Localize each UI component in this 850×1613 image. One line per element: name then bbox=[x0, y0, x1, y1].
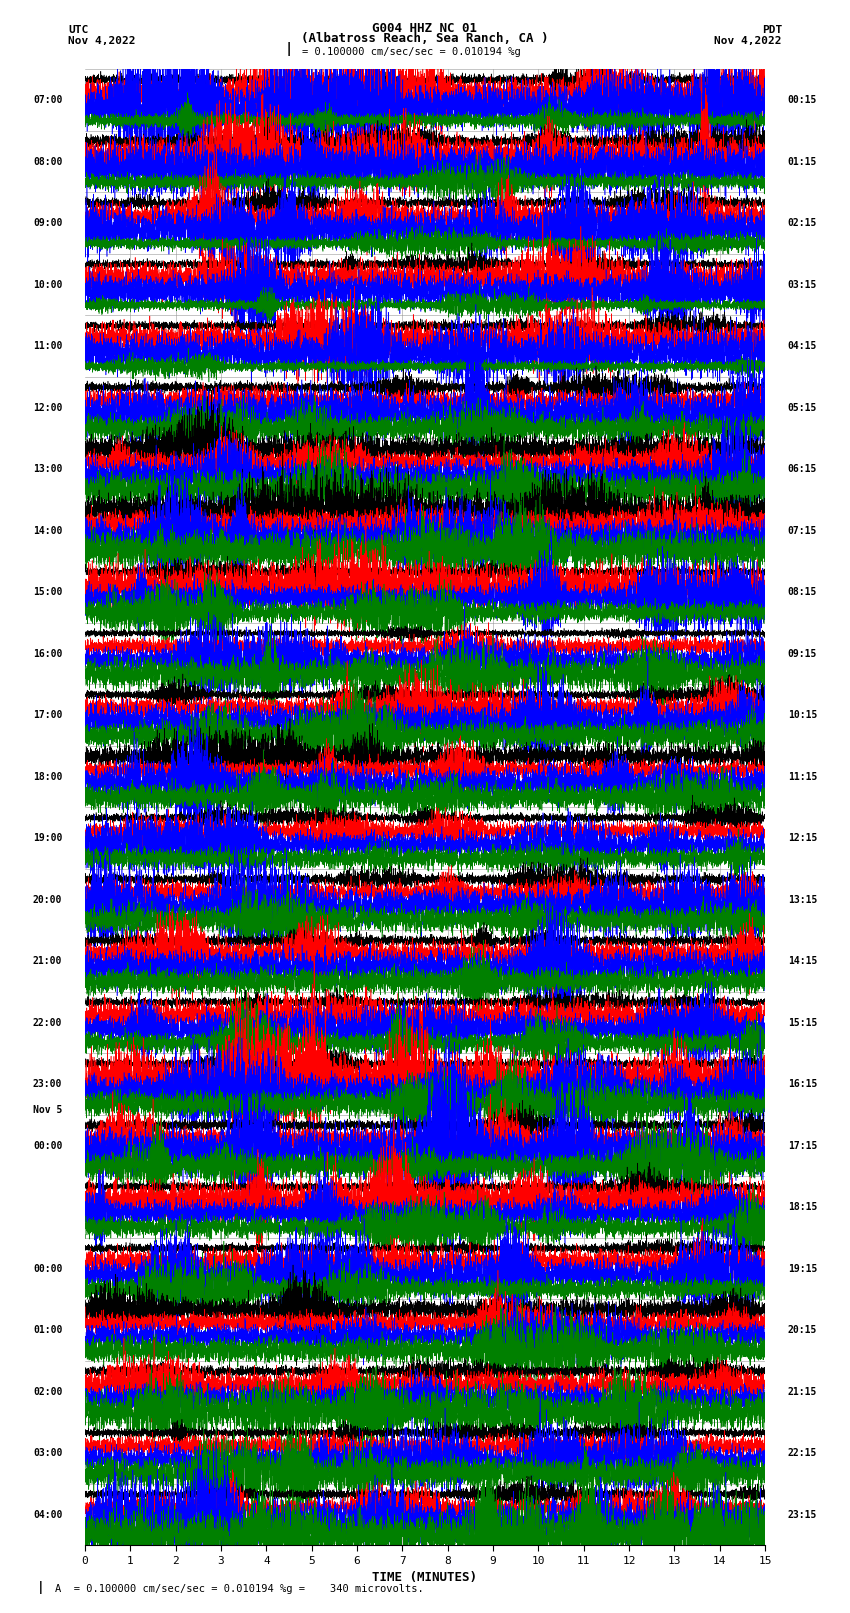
Text: 14:15: 14:15 bbox=[788, 957, 817, 966]
Text: 14:00: 14:00 bbox=[33, 526, 62, 536]
Text: 19:00: 19:00 bbox=[33, 832, 62, 844]
Text: 00:00: 00:00 bbox=[33, 1140, 62, 1150]
Text: 19:15: 19:15 bbox=[788, 1263, 817, 1274]
Text: 13:00: 13:00 bbox=[33, 465, 62, 474]
Text: Nov 5: Nov 5 bbox=[33, 1105, 62, 1115]
Text: Nov 4,2022: Nov 4,2022 bbox=[68, 35, 135, 45]
Text: 06:15: 06:15 bbox=[788, 465, 817, 474]
Text: G004 HHZ NC 01: G004 HHZ NC 01 bbox=[372, 21, 478, 35]
Text: 07:15: 07:15 bbox=[788, 526, 817, 536]
Text: 01:15: 01:15 bbox=[788, 156, 817, 166]
Text: 01:00: 01:00 bbox=[33, 1324, 62, 1336]
Text: 09:00: 09:00 bbox=[33, 218, 62, 227]
Text: (Albatross Reach, Sea Ranch, CA ): (Albatross Reach, Sea Ranch, CA ) bbox=[301, 32, 549, 45]
Text: 20:00: 20:00 bbox=[33, 895, 62, 905]
Text: 21:00: 21:00 bbox=[33, 957, 62, 966]
Text: 11:15: 11:15 bbox=[788, 771, 817, 782]
Text: A  = 0.100000 cm/sec/sec = 0.010194 %g =    340 microvolts.: A = 0.100000 cm/sec/sec = 0.010194 %g = … bbox=[55, 1584, 424, 1594]
Text: 03:15: 03:15 bbox=[788, 279, 817, 290]
Text: 08:00: 08:00 bbox=[33, 156, 62, 166]
Text: 12:15: 12:15 bbox=[788, 832, 817, 844]
X-axis label: TIME (MINUTES): TIME (MINUTES) bbox=[372, 1571, 478, 1584]
Text: 04:00: 04:00 bbox=[33, 1510, 62, 1519]
Text: 18:15: 18:15 bbox=[788, 1202, 817, 1211]
Text: 08:15: 08:15 bbox=[788, 587, 817, 597]
Text: 21:15: 21:15 bbox=[788, 1387, 817, 1397]
Text: 09:15: 09:15 bbox=[788, 648, 817, 658]
Text: 23:15: 23:15 bbox=[788, 1510, 817, 1519]
Text: 20:15: 20:15 bbox=[788, 1324, 817, 1336]
Text: 05:15: 05:15 bbox=[788, 403, 817, 413]
Text: 07:00: 07:00 bbox=[33, 95, 62, 105]
Text: |: | bbox=[37, 1581, 44, 1594]
Text: 23:00: 23:00 bbox=[33, 1079, 62, 1089]
Text: 17:00: 17:00 bbox=[33, 710, 62, 719]
Text: |: | bbox=[285, 42, 293, 56]
Text: 00:00: 00:00 bbox=[33, 1263, 62, 1274]
Text: 04:15: 04:15 bbox=[788, 340, 817, 352]
Text: UTC: UTC bbox=[68, 24, 88, 35]
Text: 13:15: 13:15 bbox=[788, 895, 817, 905]
Text: Nov 4,2022: Nov 4,2022 bbox=[715, 35, 782, 45]
Text: 03:00: 03:00 bbox=[33, 1448, 62, 1458]
Text: 15:00: 15:00 bbox=[33, 587, 62, 597]
Text: = 0.100000 cm/sec/sec = 0.010194 %g: = 0.100000 cm/sec/sec = 0.010194 %g bbox=[302, 47, 520, 58]
Text: 12:00: 12:00 bbox=[33, 403, 62, 413]
Text: 02:15: 02:15 bbox=[788, 218, 817, 227]
Text: 18:00: 18:00 bbox=[33, 771, 62, 782]
Text: 16:15: 16:15 bbox=[788, 1079, 817, 1089]
Text: 17:15: 17:15 bbox=[788, 1140, 817, 1150]
Text: 22:15: 22:15 bbox=[788, 1448, 817, 1458]
Text: 22:00: 22:00 bbox=[33, 1018, 62, 1027]
Text: 00:15: 00:15 bbox=[788, 95, 817, 105]
Text: 10:00: 10:00 bbox=[33, 279, 62, 290]
Text: 10:15: 10:15 bbox=[788, 710, 817, 719]
Text: 16:00: 16:00 bbox=[33, 648, 62, 658]
Text: 02:00: 02:00 bbox=[33, 1387, 62, 1397]
Text: PDT: PDT bbox=[762, 24, 782, 35]
Text: 11:00: 11:00 bbox=[33, 340, 62, 352]
Text: 15:15: 15:15 bbox=[788, 1018, 817, 1027]
